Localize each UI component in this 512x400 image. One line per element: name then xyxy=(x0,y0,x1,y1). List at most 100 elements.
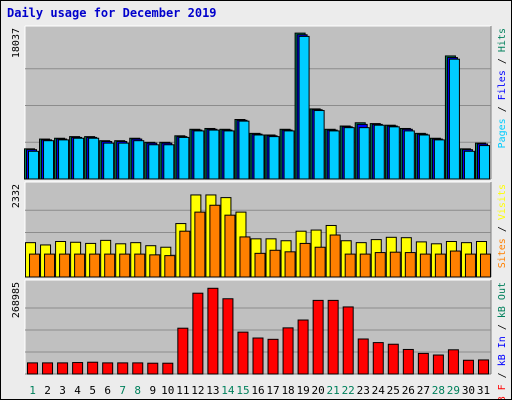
bar-pages xyxy=(448,58,460,180)
bar-sites xyxy=(404,252,416,278)
day-label: 29 xyxy=(447,384,460,397)
bar-sites xyxy=(419,253,431,278)
bar-sites xyxy=(359,253,371,278)
bar-kb-f xyxy=(417,352,429,375)
bar-sites xyxy=(269,249,281,278)
bar-kb-f xyxy=(432,354,444,375)
bar-pages xyxy=(403,130,415,180)
bar-sites xyxy=(209,204,221,278)
legend-separator: / xyxy=(497,318,508,336)
bar-sites xyxy=(119,253,131,278)
bar-pages xyxy=(328,130,340,180)
day-label: 14 xyxy=(221,384,235,397)
day-label: 17 xyxy=(266,384,279,397)
day-label: 20 xyxy=(312,384,325,397)
bar-sites xyxy=(374,252,386,278)
day-label: 10 xyxy=(161,384,174,397)
day-label: 31 xyxy=(477,384,490,397)
bar-kb-f xyxy=(342,306,354,375)
bar-kb-f xyxy=(207,287,219,375)
bar-kb-f xyxy=(192,292,204,375)
bar-kb-f xyxy=(462,359,474,375)
day-label: 2 xyxy=(44,384,51,397)
day-label: 26 xyxy=(402,384,415,397)
bar-kb-f xyxy=(267,338,279,375)
bar-pages xyxy=(193,130,205,180)
legend: Sites / Visits xyxy=(497,184,508,268)
legend: kB F / kB In / kB Out xyxy=(497,282,508,399)
bar-sites xyxy=(89,253,101,278)
legend-entry: Visits xyxy=(497,184,508,220)
bar-sites xyxy=(464,253,476,278)
legend-entry: kB F xyxy=(497,384,508,399)
day-label: 11 xyxy=(176,384,189,397)
day-label: 5 xyxy=(89,384,96,397)
bar-pages xyxy=(388,126,400,180)
bar-sites xyxy=(149,254,161,278)
bar-sites xyxy=(134,253,146,278)
bar-pages xyxy=(478,145,490,180)
bar-kb-f xyxy=(387,343,399,375)
bar-pages xyxy=(88,137,100,180)
bar-pages xyxy=(103,142,115,180)
day-label: 16 xyxy=(251,384,264,397)
day-label: 27 xyxy=(417,384,430,397)
bar-kb-f xyxy=(372,342,384,375)
day-label: 25 xyxy=(387,384,400,397)
legend-separator: / xyxy=(497,100,508,118)
legend-separator: / xyxy=(497,366,508,384)
day-label: 21 xyxy=(327,384,340,397)
bar-pages xyxy=(133,140,145,180)
day-label: 24 xyxy=(372,384,386,397)
bar-kb-f xyxy=(447,349,459,375)
legend-entry: Hits xyxy=(497,28,508,52)
bar-kb-f xyxy=(27,362,39,375)
bar-kb-f xyxy=(312,299,324,375)
bar-sites xyxy=(29,253,41,278)
bar-sites xyxy=(164,255,176,278)
bar-sites xyxy=(254,252,266,278)
legend-entry: Files xyxy=(497,70,508,100)
bar-pages xyxy=(223,130,235,180)
bar-sites xyxy=(479,253,491,278)
max-value-label: 268985 xyxy=(11,282,22,318)
bar-kb-f xyxy=(357,338,369,375)
bar-pages xyxy=(358,127,370,180)
legend: Pages / Files / Hits xyxy=(497,28,508,148)
bar-kb-f xyxy=(222,298,234,375)
bar-sites xyxy=(224,214,236,278)
day-label: 3 xyxy=(59,384,66,397)
bar-sites xyxy=(44,253,56,278)
day-label: 18 xyxy=(281,384,294,397)
bar-sites xyxy=(449,250,461,278)
day-label: 8 xyxy=(134,384,141,397)
bar-kb-f xyxy=(162,362,174,375)
bar-kb-f xyxy=(117,362,129,375)
bar-sites xyxy=(239,236,251,278)
bar-sites xyxy=(329,234,341,278)
day-label: 1 xyxy=(29,384,36,397)
day-label: 15 xyxy=(236,384,249,397)
day-label: 30 xyxy=(462,384,475,397)
bar-sites xyxy=(104,253,116,278)
legend-entry: Sites xyxy=(497,238,508,268)
day-label: 4 xyxy=(74,384,81,397)
legend-separator: / xyxy=(497,52,508,70)
bar-sites xyxy=(194,211,206,278)
bar-kb-f xyxy=(282,327,294,375)
bar-sites xyxy=(344,253,356,278)
bar-pages xyxy=(418,134,430,180)
bar-pages xyxy=(463,150,475,180)
bar-pages xyxy=(433,139,445,180)
bar-kb-f xyxy=(252,337,264,375)
day-label: 23 xyxy=(357,384,370,397)
bar-pages xyxy=(238,120,250,180)
bar-kb-f xyxy=(147,362,159,375)
bar-pages xyxy=(298,35,310,180)
bar-sites xyxy=(74,253,86,278)
bar-sites xyxy=(314,246,326,278)
day-label: 28 xyxy=(432,384,445,397)
bar-kb-f xyxy=(57,362,69,375)
